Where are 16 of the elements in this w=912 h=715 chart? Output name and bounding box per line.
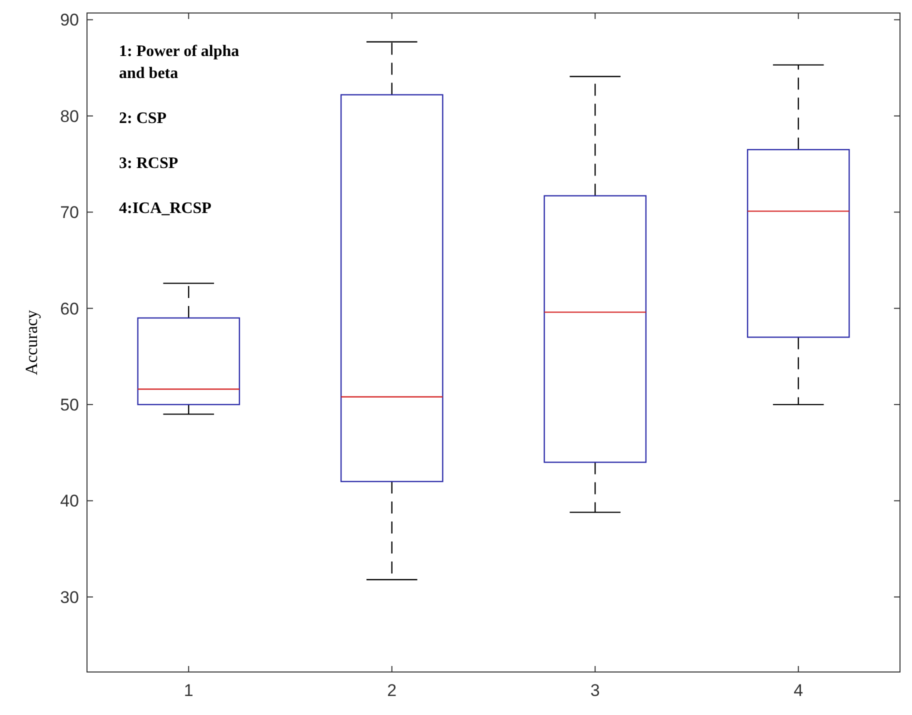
y-axis-title: Accuracy <box>22 309 41 376</box>
y-tick-label: 70 <box>60 203 79 222</box>
x-tick-label: 3 <box>590 681 600 700</box>
y-tick-label: 50 <box>60 396 79 414</box>
annotation: 1: Power of alpha and beta <box>119 43 240 82</box>
x-tick-label: 1 <box>184 681 194 700</box>
y-tick-label: 80 <box>60 106 79 126</box>
annotation: 2: CSP <box>119 110 167 127</box>
annotation: 3: RCSP <box>119 155 178 172</box>
annotation: 4:ICA_RCSP <box>119 200 212 217</box>
y-tick-label: 90 <box>60 10 79 30</box>
y-tick-label: 60 <box>60 299 79 318</box>
x-tick-label: 2 <box>387 681 397 700</box>
x-tick-label: 4 <box>794 681 804 700</box>
y-tick-label: 40 <box>60 492 79 511</box>
y-tick-label: 30 <box>60 588 79 607</box>
